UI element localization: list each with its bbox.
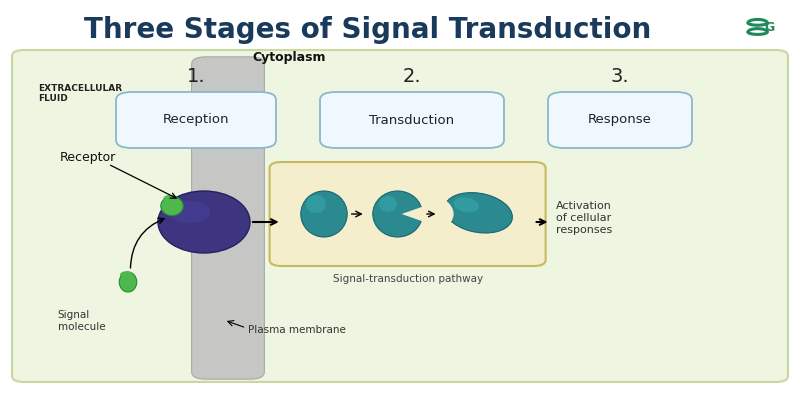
Ellipse shape bbox=[119, 272, 137, 292]
Text: Cytoplasm: Cytoplasm bbox=[252, 52, 326, 64]
Text: Signal-transduction pathway: Signal-transduction pathway bbox=[333, 274, 482, 284]
Ellipse shape bbox=[306, 195, 326, 213]
Text: EXTRACELLULAR
FLUID: EXTRACELLULAR FLUID bbox=[38, 84, 122, 103]
Text: Transduction: Transduction bbox=[370, 114, 454, 126]
Text: Plasma membrane: Plasma membrane bbox=[248, 325, 346, 335]
FancyBboxPatch shape bbox=[320, 92, 504, 148]
Wedge shape bbox=[402, 199, 454, 229]
Ellipse shape bbox=[444, 193, 513, 233]
FancyBboxPatch shape bbox=[548, 92, 692, 148]
Ellipse shape bbox=[169, 201, 210, 223]
Text: 1.: 1. bbox=[186, 66, 206, 86]
Text: 3.: 3. bbox=[610, 66, 630, 86]
Text: Signal
molecule: Signal molecule bbox=[58, 310, 106, 332]
Ellipse shape bbox=[161, 196, 183, 216]
Ellipse shape bbox=[158, 191, 250, 253]
Text: 2.: 2. bbox=[402, 66, 422, 86]
Text: Response: Response bbox=[588, 114, 652, 126]
Ellipse shape bbox=[163, 195, 178, 203]
Text: Three Stages of Signal Transduction: Three Stages of Signal Transduction bbox=[84, 16, 652, 44]
Text: Activation
of cellular
responses: Activation of cellular responses bbox=[556, 202, 612, 234]
Text: Reception: Reception bbox=[162, 114, 230, 126]
FancyBboxPatch shape bbox=[191, 57, 264, 379]
FancyBboxPatch shape bbox=[270, 162, 546, 266]
Ellipse shape bbox=[301, 191, 347, 237]
Text: Receptor: Receptor bbox=[60, 152, 116, 164]
Ellipse shape bbox=[373, 191, 422, 237]
FancyBboxPatch shape bbox=[12, 50, 788, 382]
Text: G: G bbox=[765, 21, 774, 34]
FancyBboxPatch shape bbox=[116, 92, 276, 148]
Ellipse shape bbox=[379, 196, 397, 212]
Ellipse shape bbox=[120, 271, 133, 278]
Ellipse shape bbox=[454, 197, 479, 212]
